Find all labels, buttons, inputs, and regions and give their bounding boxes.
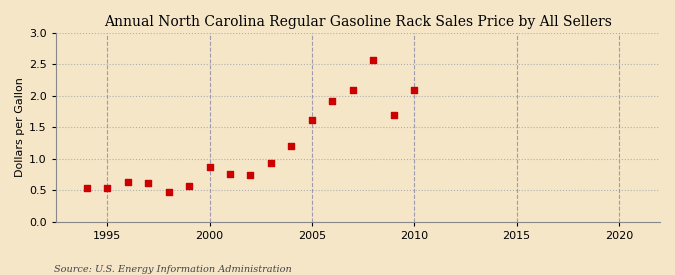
Point xyxy=(348,87,358,92)
Text: Source: U.S. Energy Information Administration: Source: U.S. Energy Information Administ… xyxy=(54,265,292,274)
Point xyxy=(306,118,317,122)
Point xyxy=(327,99,338,103)
Y-axis label: Dollars per Gallon: Dollars per Gallon xyxy=(15,77,25,177)
Point xyxy=(184,184,194,188)
Point xyxy=(368,58,379,62)
Point xyxy=(409,87,420,92)
Point xyxy=(122,180,133,184)
Point xyxy=(388,112,399,117)
Point xyxy=(204,165,215,169)
Point xyxy=(245,172,256,177)
Point xyxy=(265,160,276,165)
Point xyxy=(163,190,174,194)
Title: Annual North Carolina Regular Gasoline Rack Sales Price by All Sellers: Annual North Carolina Regular Gasoline R… xyxy=(104,15,612,29)
Point xyxy=(142,180,153,185)
Point xyxy=(286,144,297,148)
Point xyxy=(225,172,236,176)
Point xyxy=(81,186,92,191)
Point xyxy=(102,186,113,190)
